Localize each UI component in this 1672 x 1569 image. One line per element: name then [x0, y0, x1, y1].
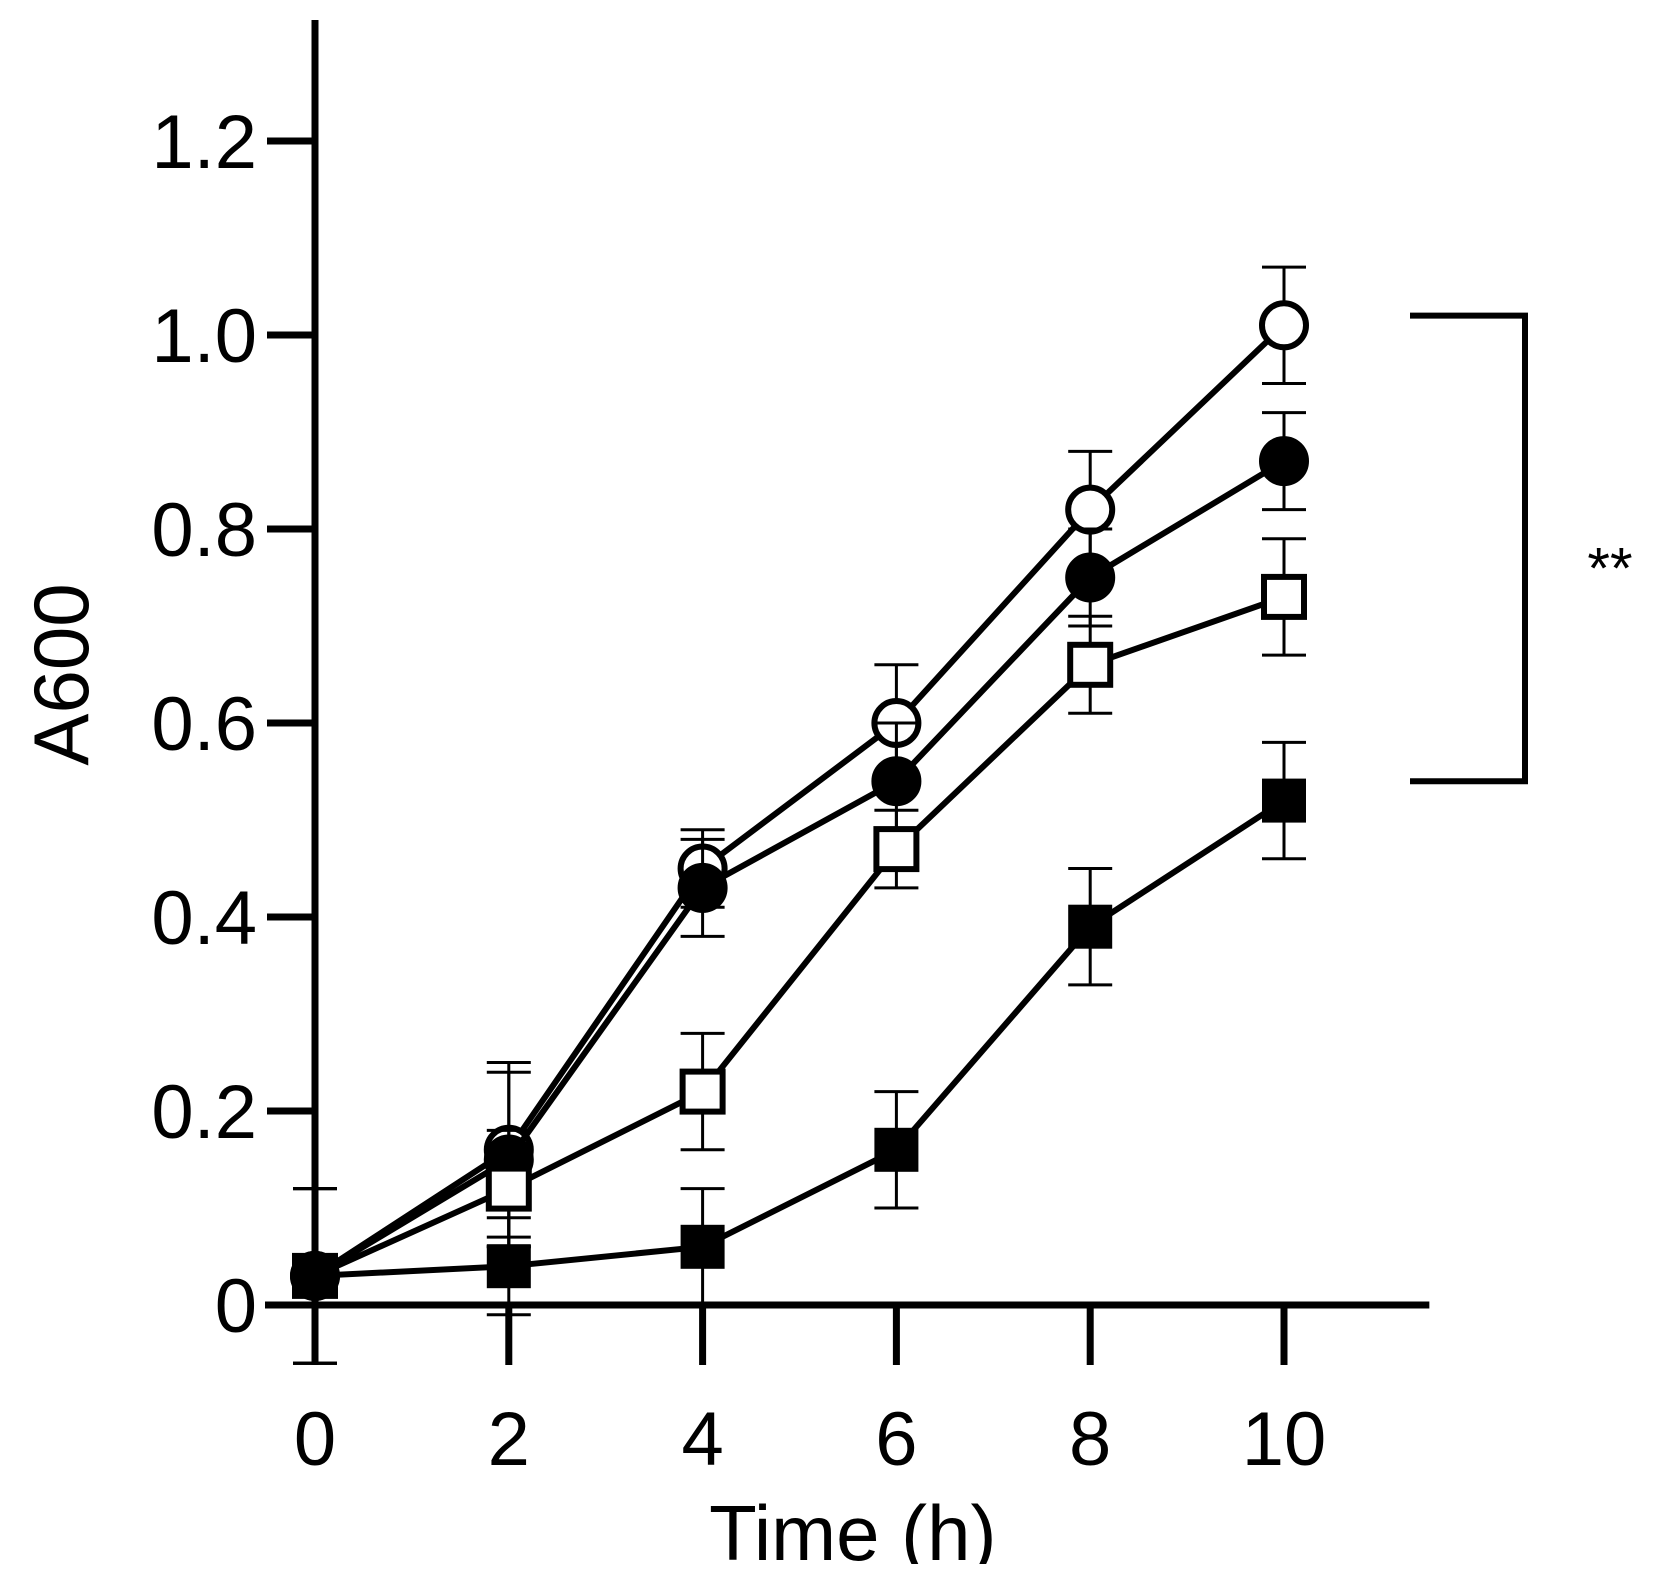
data-point: [874, 1127, 919, 1172]
series-line: [313, 458, 1286, 1279]
data-point: [1065, 552, 1116, 603]
series-line: [313, 594, 1285, 1279]
annotations: **: [1410, 312, 1633, 785]
x-tick-label: 0: [294, 1397, 336, 1482]
data-point: [293, 1253, 337, 1298]
data-point: [1262, 778, 1306, 823]
x-tick-label: 2: [488, 1397, 530, 1482]
y-tick-label: 0.2: [151, 1070, 257, 1155]
y-tick-label: 0.6: [151, 682, 257, 767]
data-point: [486, 1244, 531, 1289]
data-point: [677, 862, 728, 913]
axes: 0 0.2 0.4 0.6 0.8 1.0 1.2 0 2 4 6 8 10 Time (h) A600: [17, 20, 1430, 1569]
series-line: [313, 323, 1287, 1279]
x-tick-label: 6: [875, 1397, 917, 1482]
data-point: [1261, 573, 1307, 620]
data-point: [680, 1224, 725, 1269]
data-point: [1067, 641, 1114, 688]
y-tick-label: 1.0: [151, 294, 257, 379]
x-tick-label: 10: [1242, 1397, 1327, 1482]
significance-bracket: [1410, 312, 1528, 785]
data-point: [1068, 904, 1113, 949]
y-axis-title: A600: [17, 583, 105, 765]
significance-label: **: [1587, 536, 1632, 601]
y-tick-label: 0.8: [151, 488, 257, 573]
data-point: [679, 1068, 726, 1115]
series-line: [314, 798, 1286, 1279]
y-tick-label: 1.2: [151, 100, 257, 185]
data-point: [1259, 300, 1309, 351]
series-open-squares: [292, 537, 1307, 1365]
x-axis-title: Time (h): [709, 1489, 996, 1564]
data-point: [873, 826, 920, 873]
data-point: [485, 1165, 532, 1212]
data-point: [1259, 436, 1309, 487]
x-tick-label: 8: [1069, 1397, 1111, 1482]
data-point: [1065, 484, 1116, 535]
y-tick-label: 0: [215, 1264, 257, 1349]
series-layer: [290, 265, 1309, 1365]
data-point: [871, 756, 922, 807]
y-tick-label: 0.4: [151, 876, 257, 961]
series-filled-squares: [293, 740, 1306, 1365]
x-tick-label: 4: [681, 1397, 723, 1482]
